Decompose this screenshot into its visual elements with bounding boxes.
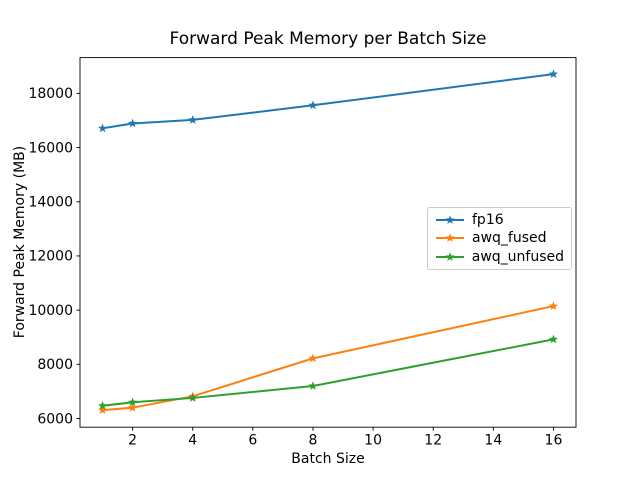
legend-marker-awq_fused: [436, 233, 464, 243]
series-marker-fp16: [548, 69, 559, 79]
x-tick-label: 14: [484, 433, 502, 449]
series-marker-awq_unfused: [308, 381, 318, 390]
legend-marker-fp16: [436, 215, 464, 225]
legend-star-icon: [445, 233, 455, 243]
y-tick-label: 10000: [28, 303, 73, 319]
series-marker-awq_unfused: [548, 334, 559, 344]
legend-star-icon: [445, 215, 455, 225]
series-marker-awq_fused: [548, 301, 559, 310]
y-tick-label: 14000: [28, 195, 73, 211]
series-marker-awq_fused: [308, 353, 318, 363]
legend-label-awq_fused: awq_fused: [472, 230, 547, 247]
x-tick-label: 8: [309, 433, 318, 449]
legend-item-awq_fused: awq_fused: [435, 231, 564, 245]
x-tick-label: 2: [128, 433, 137, 449]
series-line-awq_unfused: [101, 338, 555, 407]
legend-item-awq_unfused: awq_unfused: [435, 250, 564, 264]
y-tick-label: 8000: [37, 357, 73, 373]
series-marker-fp16: [308, 100, 318, 110]
series-line-fp16: [101, 73, 555, 130]
y-tick-label: 12000: [28, 249, 73, 265]
chart-title: Forward Peak Memory per Batch Size: [169, 29, 487, 49]
series-marker-fp16: [97, 123, 108, 133]
y-tick-label: 16000: [28, 140, 73, 156]
x-tick-label: 4: [188, 433, 197, 449]
series-line-awq_fused: [101, 305, 555, 412]
series-marker-fp16: [188, 115, 198, 124]
x-tick-label: 12: [424, 433, 442, 449]
legend: fp16 awq_fused awq_unfused: [427, 207, 572, 270]
y-tick-label: 18000: [28, 86, 73, 102]
series-marker-awq_fused: [128, 402, 138, 412]
legend-star-icon: [445, 252, 455, 261]
legend-item-fp16: fp16: [435, 213, 564, 227]
x-tick-label: 10: [364, 433, 382, 449]
axes-box: [79, 57, 577, 428]
series-marker-awq_fused: [97, 405, 108, 415]
series-marker-awq_unfused: [128, 397, 138, 407]
series-marker-fp16: [128, 118, 138, 128]
x-tick-label: 6: [248, 433, 257, 449]
x-axis-label: Batch Size: [291, 451, 365, 467]
y-tick-label: 6000: [37, 411, 73, 427]
x-tick-label: 16: [545, 433, 563, 449]
legend-marker-awq_unfused: [436, 252, 464, 261]
legend-label-fp16: fp16: [472, 212, 504, 229]
series-marker-awq_unfused: [188, 393, 198, 402]
series-marker-awq_unfused: [97, 400, 108, 410]
legend-label-awq_unfused: awq_unfused: [471, 248, 564, 265]
